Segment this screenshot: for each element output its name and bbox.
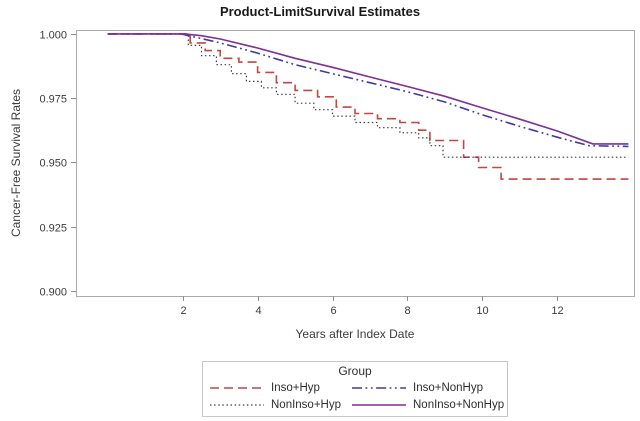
x-tick-label: 8 (404, 305, 410, 317)
y-tick-label: 0.925 (39, 223, 67, 235)
legend-item-NonInso+Hyp: NonInso+Hyp (209, 397, 351, 412)
x-axis-title: Years after Index Date (295, 327, 415, 341)
y-tick-label: 0.975 (39, 94, 67, 106)
legend-label: Inso+Hyp (271, 381, 320, 394)
y-tick-label: 1.000 (39, 30, 67, 42)
legend-label: NonInso+Hyp (271, 398, 341, 411)
y-axis-title: Cancer-Free Survival Rates (9, 88, 23, 238)
x-tick-label: 12 (551, 305, 563, 317)
y-tick-label: 0.950 (39, 158, 67, 170)
legend-line-sample-NonInso+NonHyp (352, 403, 406, 406)
x-tick-label: 2 (180, 305, 186, 317)
series-line-NonInso+NonHyp (107, 33, 629, 145)
x-tick-label: 6 (330, 305, 336, 317)
legend-line-sample-NonInso+Hyp (210, 403, 264, 406)
series-line-Inso+NonHyp (107, 33, 629, 148)
legend: Group Inso+Hyp Inso+NonHyp NonInso+Hyp NonI… (202, 361, 508, 417)
legend-label: Inso+NonHyp (413, 381, 483, 394)
legend-line-sample-Inso+Hyp (210, 386, 264, 389)
legend-item-Inso+Hyp: Inso+Hyp (209, 380, 351, 395)
series-line-NonInso+Hyp (107, 33, 629, 158)
legend-item-Inso+NonHyp: Inso+NonHyp (351, 380, 504, 395)
x-tick-label: 4 (255, 305, 261, 317)
legend-line-sample-Inso+NonHyp (352, 386, 406, 389)
legend-grid: Inso+Hyp Inso+NonHyp NonInso+Hyp NonInso+No… (203, 380, 507, 412)
x-tick-label: 10 (476, 305, 488, 317)
plot-frame (76, 30, 635, 297)
legend-label: NonInso+NonHyp (413, 398, 505, 411)
series-line-Inso+Hyp (107, 33, 629, 180)
y-tick-label: 0.900 (39, 287, 67, 299)
chart-title: Product-LimitSurvival Estimates (219, 4, 421, 19)
legend-item-NonInso+NonHyp: NonInso+NonHyp (351, 397, 504, 412)
legend-title: Group (338, 364, 372, 378)
